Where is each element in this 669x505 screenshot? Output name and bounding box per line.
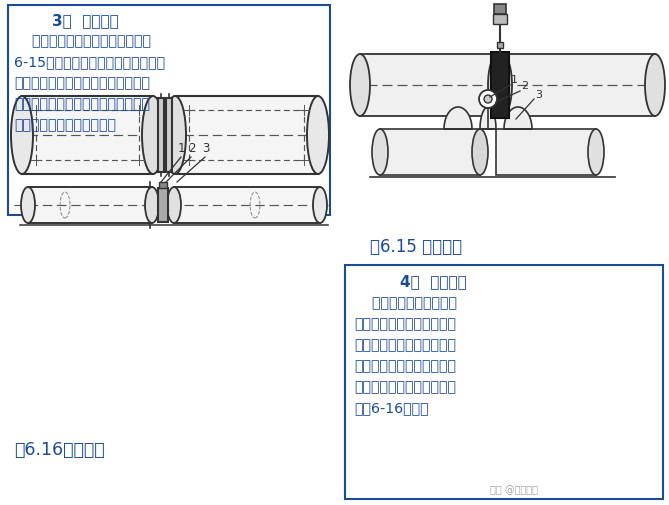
Bar (360, 55, 498, 117)
Text: 2: 2 (188, 142, 195, 155)
Bar (493, 15, 507, 25)
Text: 3: 3 (202, 142, 209, 155)
Bar (497, 43, 503, 49)
Polygon shape (480, 108, 496, 130)
Ellipse shape (372, 130, 388, 176)
Text: 风管上，将两根风管对在一起，在箍: 风管上，将两根风管对在一起，在箍 (14, 76, 150, 90)
Ellipse shape (492, 55, 512, 117)
Text: 1: 1 (511, 75, 518, 85)
Ellipse shape (142, 97, 164, 175)
Text: 接口外部用抽芯铆钉或自攻: 接口外部用抽芯铆钉或自攻 (354, 337, 456, 351)
Text: 见图6-16所示。: 见图6-16所示。 (354, 400, 429, 414)
Bar (174, 188, 320, 224)
Bar (8, 6, 330, 216)
Bar (502, 55, 655, 117)
Ellipse shape (307, 97, 329, 175)
Ellipse shape (145, 188, 159, 224)
Bar (491, 53, 509, 119)
Ellipse shape (11, 97, 33, 175)
Bar (22, 97, 153, 175)
Ellipse shape (21, 188, 35, 224)
Polygon shape (504, 108, 532, 130)
Text: 密性，插口处用胶带密封，: 密性，插口处用胶带密封， (354, 379, 456, 393)
Ellipse shape (164, 97, 186, 175)
Text: 4）  插入连接: 4） 插入连接 (400, 274, 467, 288)
Text: 3: 3 (535, 90, 542, 100)
Bar (380, 130, 480, 176)
Text: 插入连接是将带凸棱的: 插入连接是将带凸棱的 (354, 295, 457, 310)
Bar (158, 99, 164, 173)
Text: 图6.16插入连接: 图6.16插入连接 (14, 440, 104, 458)
Text: 内垫上气密性材料（浸过油的棉纱或: 内垫上气密性材料（浸过油的棉纱或 (14, 97, 150, 111)
Ellipse shape (167, 188, 181, 224)
Bar (496, 130, 596, 176)
Ellipse shape (645, 55, 665, 117)
Text: 3）  抱箍连接: 3） 抱箍连接 (52, 13, 119, 28)
Text: 6-15所示。它是将加工好的抱箍套在: 6-15所示。它是将加工好的抱箍套在 (14, 55, 165, 69)
Bar (175, 97, 318, 175)
Text: 图6.15 抱箍连接: 图6.15 抱箍连接 (370, 237, 462, 256)
Text: 螺丝加以固定，为保证其严: 螺丝加以固定，为保证其严 (354, 358, 456, 372)
Bar (158, 189, 168, 223)
Ellipse shape (350, 55, 370, 117)
Ellipse shape (588, 130, 604, 176)
Circle shape (479, 91, 497, 109)
Ellipse shape (472, 130, 488, 176)
Text: 1: 1 (178, 142, 185, 155)
Bar (28, 188, 152, 224)
Bar (159, 183, 167, 189)
Circle shape (484, 96, 492, 104)
Text: 头条 @暖通南社: 头条 @暖通南社 (490, 484, 538, 494)
Text: 抱箍连接又称为抱带连接，如图: 抱箍连接又称为抱带连接，如图 (14, 34, 151, 48)
Bar (345, 266, 663, 499)
Ellipse shape (313, 188, 327, 224)
Ellipse shape (488, 55, 508, 117)
Text: 废布条），上紧螺栓即可。: 废布条），上紧螺栓即可。 (14, 118, 116, 132)
Bar (166, 99, 172, 173)
Text: 连接短管插入风管的端部，: 连接短管插入风管的端部， (354, 316, 456, 330)
Polygon shape (444, 108, 472, 130)
Text: 2: 2 (521, 81, 528, 91)
Bar (494, 5, 506, 15)
